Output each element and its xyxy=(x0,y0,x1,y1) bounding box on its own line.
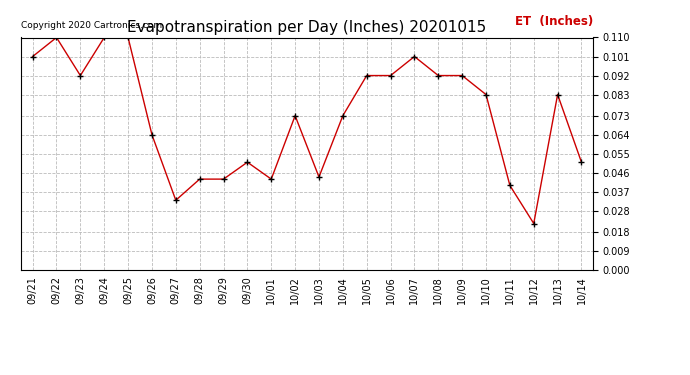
Text: Copyright 2020 Cartronics.com: Copyright 2020 Cartronics.com xyxy=(21,21,162,30)
Title: Evapotranspiration per Day (Inches) 20201015: Evapotranspiration per Day (Inches) 2020… xyxy=(128,20,486,35)
Text: ET  (Inches): ET (Inches) xyxy=(515,15,593,28)
